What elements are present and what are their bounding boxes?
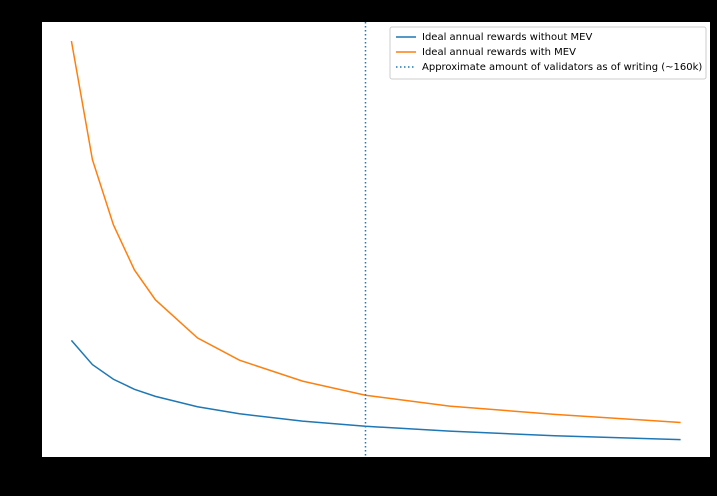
legend-label: Ideal annual rewards with MEV	[422, 47, 576, 58]
legend-box	[389, 26, 707, 80]
legend-label: Approximate amount of validators as of w…	[422, 62, 702, 73]
legend-label: Ideal annual rewards without MEV	[422, 32, 593, 43]
line-series	[70, 40, 681, 424]
plot-area	[42, 22, 710, 457]
line-series	[70, 339, 681, 441]
